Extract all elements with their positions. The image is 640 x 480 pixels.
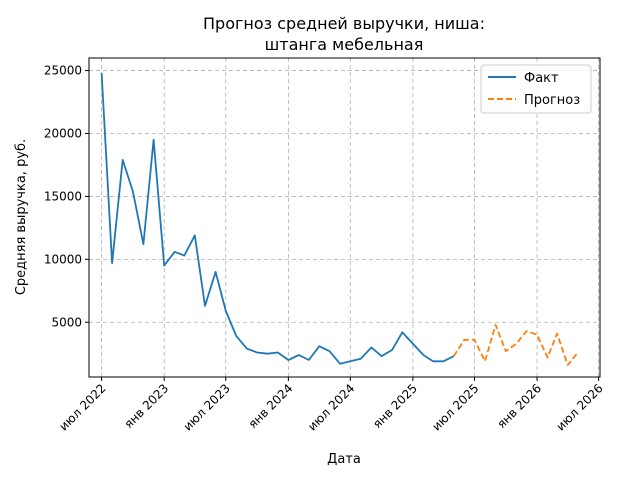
legend-label-forecast: Прогноз — [524, 93, 580, 108]
x-axis-label: Дата — [327, 452, 361, 467]
y-tick-label-0: 5000 — [51, 315, 82, 329]
y-tick-label-2: 15000 — [44, 189, 82, 203]
chart-title-line-1: Прогноз средней выручки, ниша: — [203, 14, 485, 33]
legend-label-fact: Факт — [524, 71, 559, 86]
y-tick-label-1: 10000 — [44, 252, 82, 266]
series-line-1 — [452, 323, 579, 366]
y-tick-label-4: 25000 — [44, 64, 82, 78]
grid — [89, 58, 600, 377]
series-line-0 — [100, 73, 455, 365]
plot-frame — [88, 57, 601, 378]
chart-title-line-2: штанга мебельная — [265, 35, 424, 54]
y-axis-label: Средняя выручка, руб. — [14, 139, 29, 295]
legend: Факт Прогноз — [480, 64, 592, 114]
y-axis: 5000 10000 15000 20000 25000 — [44, 64, 89, 329]
series-group — [100, 73, 579, 366]
y-tick-label-3: 20000 — [44, 127, 82, 141]
